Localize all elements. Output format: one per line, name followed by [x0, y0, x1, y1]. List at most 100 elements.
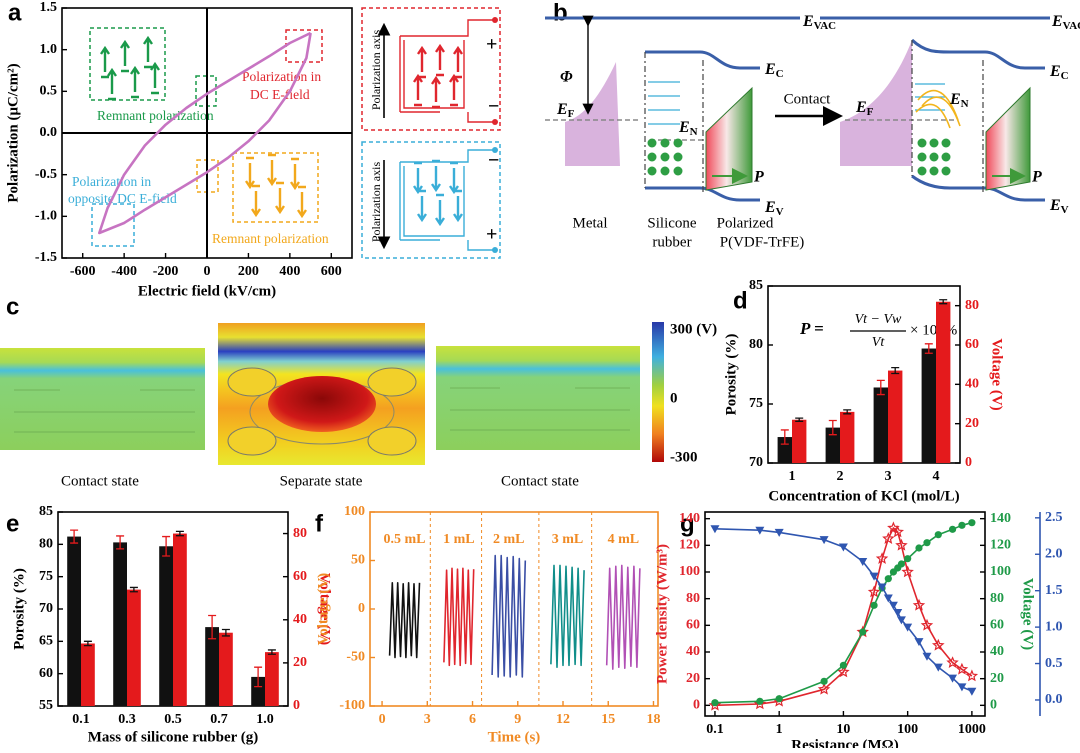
- error-bar: [254, 666, 263, 688]
- y-axis-label: Power density (W/m³): [654, 544, 670, 684]
- inset-cyan: [377, 147, 498, 253]
- material: Metal: [573, 215, 608, 231]
- bar: [921, 348, 936, 463]
- dipole-arrow: [150, 61, 160, 95]
- dipole-arrow: [251, 184, 261, 218]
- marker: [869, 572, 879, 581]
- y3-tick-label: 0.5: [1045, 656, 1063, 671]
- marker: [819, 536, 829, 545]
- bar: [159, 546, 173, 706]
- marker: [870, 601, 878, 609]
- y-tick-label: 40: [686, 644, 700, 659]
- bar: [81, 643, 95, 706]
- formula: P =: [799, 319, 824, 338]
- marker: [884, 575, 892, 583]
- dipole-arrow: [453, 189, 463, 223]
- state-label: Separate state: [280, 473, 363, 489]
- x-tick-label: 6: [469, 712, 476, 727]
- y-tick-label: 85: [39, 504, 53, 519]
- error-bar: [267, 649, 276, 655]
- y3-tick-label: 1.5: [1045, 583, 1063, 598]
- y2-tick-label: 40: [990, 644, 1004, 659]
- y2-tick-label: 60: [990, 618, 1004, 633]
- y-axis-label: Voltage (V): [315, 573, 331, 645]
- y-tick-label: -100: [339, 698, 365, 713]
- marker: [883, 594, 893, 603]
- y-tick-label: 0: [693, 698, 700, 713]
- marker: [912, 598, 926, 611]
- x-tick-label: 400: [279, 264, 300, 279]
- formula: Vt − Vw: [855, 312, 902, 327]
- annotation: Polarization in: [242, 69, 321, 84]
- y-tick-label: 75: [39, 569, 53, 584]
- x-tick-label: 600: [321, 264, 342, 279]
- y-tick-label: 50: [351, 553, 365, 568]
- error-bar: [116, 535, 125, 550]
- dipole-arrow: [290, 157, 300, 191]
- y2-tick-label: 100: [990, 564, 1011, 579]
- x-tick-label: 9: [514, 712, 521, 727]
- marker: [922, 652, 932, 661]
- bar: [840, 411, 855, 463]
- marker: [948, 525, 957, 533]
- y2-tick-label: 40: [293, 612, 307, 627]
- error-bar: [843, 409, 852, 415]
- x-tick-label: 200: [238, 264, 259, 279]
- marker: [859, 628, 867, 636]
- series-label: 1 mL: [443, 532, 475, 547]
- dipole-arrow: [130, 65, 140, 99]
- colorbar-label: 300 (V): [670, 321, 717, 337]
- y2-tick-label: 0: [293, 698, 300, 713]
- annotation: opposite DC E-field: [68, 191, 177, 206]
- sign: −: [488, 150, 499, 172]
- x-tick-label: 15: [601, 712, 615, 727]
- y-tick-label: 1.0: [40, 42, 58, 57]
- marker: [934, 531, 942, 539]
- marker: [915, 544, 923, 552]
- series-line: [388, 582, 421, 659]
- panel-letter: c: [6, 293, 19, 320]
- error-bar: [780, 429, 789, 445]
- panel-letter: a: [8, 0, 22, 26]
- error-bar: [70, 529, 79, 544]
- dipole-arrow: [449, 73, 459, 107]
- marker: [904, 555, 912, 563]
- marker: [965, 669, 979, 682]
- electrons: [647, 138, 951, 176]
- y2-tick-label: 20: [293, 655, 307, 670]
- marker: [967, 687, 977, 696]
- marker: [955, 662, 969, 675]
- interfaces: [644, 40, 984, 192]
- series-label: 0.5 mL: [384, 532, 426, 547]
- metal: [840, 40, 912, 166]
- marker: [903, 623, 913, 632]
- y3-tick-label: 1.0: [1045, 619, 1063, 634]
- y-tick-label: 65: [39, 634, 53, 649]
- y2-tick-label: 80: [965, 298, 979, 313]
- marker: [901, 565, 914, 578]
- marker: [711, 699, 719, 707]
- marker: [755, 526, 765, 535]
- y-tick-label: 100: [344, 504, 365, 519]
- marker: [882, 532, 895, 544]
- x-axis-label: Concentration of KCl (mol/L): [768, 488, 959, 504]
- marker: [896, 616, 906, 625]
- x-tick-label: 1: [789, 469, 796, 484]
- p-label: P: [1031, 169, 1042, 186]
- annotation: Remnant polarization: [97, 108, 214, 123]
- marker: [948, 674, 958, 683]
- y-tick-label: 80: [39, 537, 53, 552]
- material: P(VDF-TrFE): [720, 234, 804, 250]
- colorbar-label: 0: [670, 390, 678, 406]
- panel-letter: f: [315, 510, 324, 537]
- marker: [817, 682, 831, 695]
- dipole-arrow: [449, 161, 459, 195]
- y-tick-label: 55: [39, 698, 53, 713]
- x-tick-label: -400: [111, 264, 137, 279]
- y2-tick-label: 20: [965, 416, 979, 431]
- bar: [173, 533, 187, 706]
- x-tick-label: -200: [153, 264, 179, 279]
- marker: [897, 560, 906, 568]
- x-tick-label: 1000: [958, 722, 986, 737]
